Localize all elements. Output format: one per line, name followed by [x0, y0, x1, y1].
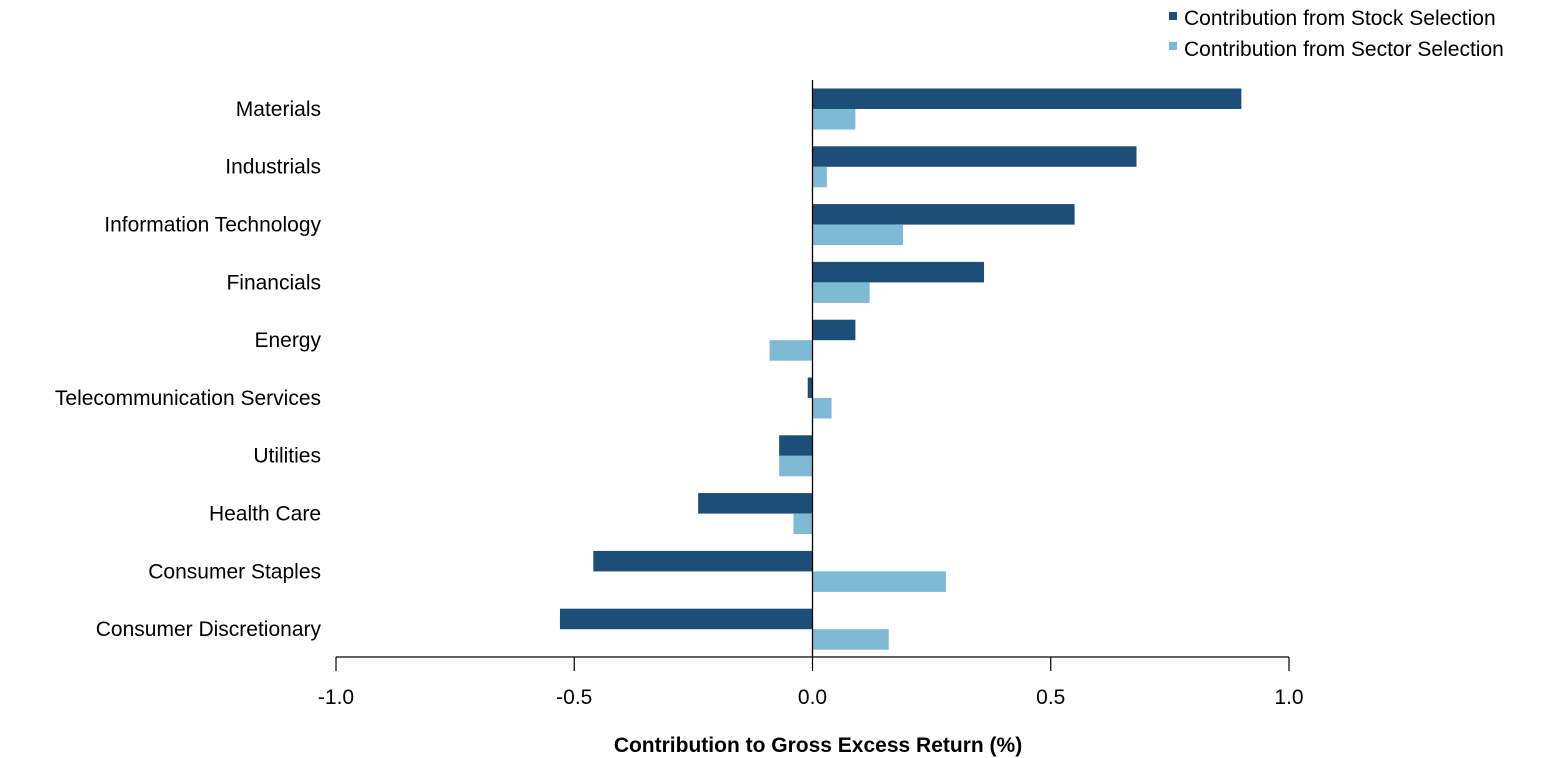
bar-sector-consumer-discretionary	[812, 629, 889, 650]
bar-stock-health-care	[698, 493, 813, 514]
bar-sector-financials	[812, 282, 870, 303]
category-label-financials: Financials	[226, 271, 321, 294]
x-tick-label: -1.0	[318, 686, 354, 709]
category-labels: Materials Industrials Information Technolo…	[55, 98, 322, 641]
bar-stock-consumer-discretionary	[559, 608, 813, 630]
x-tick-label: 1.0	[1274, 686, 1303, 709]
bars-group	[559, 88, 1242, 650]
category-label-health-care: Health Care	[209, 503, 321, 526]
category-label-energy: Energy	[254, 329, 321, 352]
category-label-consumer-staples: Consumer Staples	[148, 560, 321, 583]
bar-sector-industrials	[812, 166, 827, 188]
bar-sector-health-care	[793, 513, 813, 535]
bar-stock-telecommunication-services	[807, 377, 813, 398]
bar-sector-energy	[769, 340, 813, 361]
bar-stock-information-technology	[812, 204, 1075, 225]
bar-stock-financials	[812, 261, 985, 283]
bar-sector-telecommunication-services	[812, 398, 832, 419]
x-tick-label: 0.0	[798, 686, 827, 709]
bar-sector-materials	[812, 109, 856, 130]
x-axis-title: Contribution to Gross Excess Return (%)	[614, 734, 1022, 757]
x-tick-label: -0.5	[556, 686, 592, 709]
legend: Contribution from Stock Selection Contri…	[1169, 7, 1504, 61]
legend-swatch-stock-selection	[1169, 12, 1177, 20]
bar-stock-consumer-staples	[593, 550, 813, 572]
x-axis: -1.0 -0.5 0.0 0.5 1.0	[318, 656, 1304, 709]
bar-sector-consumer-staples	[812, 571, 946, 592]
category-label-consumer-discretionary: Consumer Discretionary	[96, 618, 322, 641]
bar-stock-industrials	[812, 146, 1137, 167]
bar-sector-utilities	[779, 455, 813, 477]
bar-sector-information-technology	[812, 224, 904, 246]
legend-swatch-sector-selection	[1169, 42, 1177, 50]
bar-stock-materials	[812, 88, 1242, 109]
category-label-utilities: Utilities	[253, 445, 321, 468]
x-tick-label: 0.5	[1036, 686, 1065, 709]
category-label-telecommunication-services: Telecommunication Services	[55, 387, 321, 410]
bar-stock-energy	[812, 319, 856, 341]
category-label-industrials: Industrials	[225, 156, 321, 179]
category-label-materials: Materials	[236, 98, 321, 121]
legend-label-stock-selection: Contribution from Stock Selection	[1184, 7, 1496, 30]
legend-label-sector-selection: Contribution from Sector Selection	[1184, 38, 1504, 61]
bar-stock-utilities	[779, 435, 813, 456]
category-label-information-technology: Information Technology	[104, 214, 321, 237]
